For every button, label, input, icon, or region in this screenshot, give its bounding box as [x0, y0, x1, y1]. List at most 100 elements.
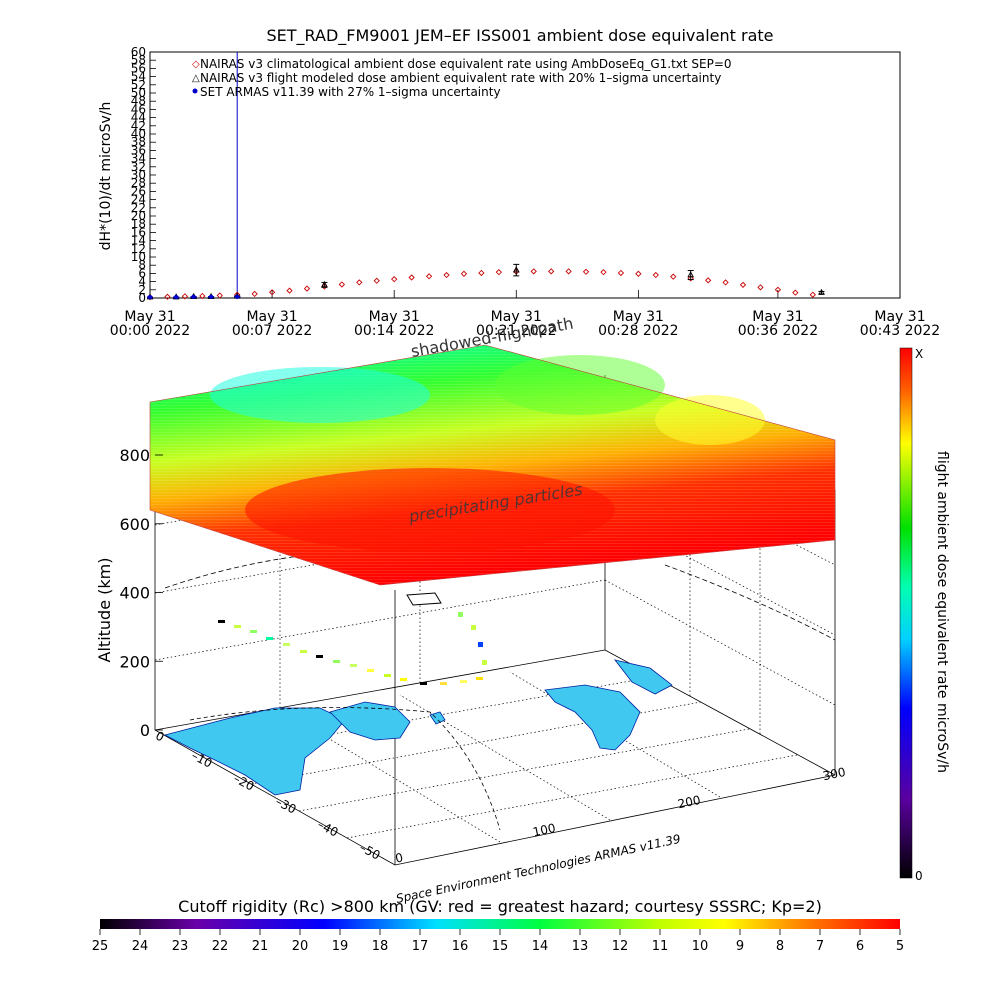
data-point-diamond — [356, 279, 363, 286]
x-tick-time: 00:21 2022 — [476, 323, 556, 339]
y-tick-label: 22 — [131, 201, 146, 215]
y-tick-label: 40 — [131, 127, 146, 141]
x-tick-time: 00:43 2022 — [860, 323, 940, 339]
data-point-diamond — [652, 271, 659, 279]
data-point-diamond — [391, 276, 398, 283]
y-tick-3d-label: –50 — [357, 840, 382, 862]
y-tick-label: 46 — [131, 102, 146, 116]
legend-marker-dot — [192, 88, 198, 94]
y-ticks: 0246810121416182022242628303234363840424… — [131, 45, 156, 305]
rigidity-tick-label: 9 — [736, 939, 744, 954]
data-point-dot — [235, 294, 240, 299]
x-tick-time: 00:00 2022 — [110, 323, 190, 339]
y-tick-label: 4 — [138, 275, 146, 289]
rigidity-colorbar: Cutoff rigidity (Rc) >800 km (GV: red = … — [92, 897, 904, 954]
altitude-tick-label: 400 — [119, 584, 150, 603]
y-tick-3d-label: –40 — [315, 817, 340, 839]
y-tick-label: 2 — [138, 283, 146, 297]
y-tick-label: 44 — [131, 111, 146, 125]
data-point-diamond — [530, 268, 537, 275]
data-point-diamond — [600, 269, 607, 276]
y-tick-label: 12 — [131, 242, 146, 256]
rigidity-tick-label: 7 — [816, 939, 824, 954]
data-point-triangle — [321, 280, 328, 288]
rigidity-strip — [100, 919, 900, 929]
legend-marker-triangle: △ — [192, 73, 200, 84]
y-tick-label: 56 — [131, 61, 146, 75]
series-group — [146, 52, 825, 301]
y-tick-label: 10 — [131, 250, 146, 264]
x-tick-date: May 31 — [874, 309, 925, 325]
y-tick-label: 32 — [131, 160, 146, 174]
x-tick-3d-label: 300 — [822, 765, 847, 783]
flight-3d-view: shadowed-flightpath precipitating partic… — [95, 314, 847, 906]
altitude-tick-label: 0 — [140, 721, 150, 740]
data-point-diamond — [181, 293, 189, 300]
data-point-diamond — [338, 281, 345, 288]
y-tick-label: 24 — [131, 193, 146, 207]
altitude-ticks: 0 200 400 600 800 — [119, 446, 163, 740]
x-tick-date: May 31 — [752, 309, 803, 325]
rigidity-tick-label: 6 — [856, 939, 864, 954]
y-tick-label: 54 — [131, 70, 146, 84]
y-tick-label: 26 — [131, 184, 146, 198]
flight-path — [218, 612, 487, 685]
data-point-dot — [173, 294, 179, 300]
data-point-diamond — [216, 292, 223, 299]
data-point-diamond — [303, 285, 311, 292]
data-point-diamond — [286, 287, 293, 294]
data-point-diamond — [705, 277, 712, 284]
rigidity-tick-label: 22 — [212, 939, 229, 954]
data-point-diamond — [548, 268, 555, 275]
data-point-diamond — [635, 270, 642, 277]
rigidity-tick-label: 12 — [612, 939, 629, 954]
rigidity-tick-label: 15 — [492, 939, 509, 954]
rigidity-tick-label: 23 — [172, 939, 189, 954]
x-tick-3d-label: 0 — [394, 850, 404, 865]
data-point-diamond — [670, 273, 677, 280]
y-tick-label: 60 — [131, 45, 146, 59]
altitude-tick-label: 600 — [119, 515, 150, 534]
data-point-diamond — [582, 268, 590, 275]
data-point-diamond — [495, 269, 502, 276]
rigidity-tick-label: 14 — [532, 939, 549, 954]
rigidity-title: Cutoff rigidity (Rc) >800 km (GV: red = … — [178, 897, 822, 916]
data-point-diamond — [460, 270, 468, 277]
data-point-diamond — [478, 269, 485, 277]
radiation-surface — [149, 344, 836, 586]
legend-entry-3: SET ARMAS v11.39 with 27% 1–sigma uncert… — [200, 85, 501, 99]
rigidity-tick-label: 20 — [292, 939, 309, 954]
rigidity-tick-label: 11 — [652, 939, 669, 954]
y-axis-label: dH*(10)/dt microSv/h — [98, 102, 114, 251]
legend-entry-2: NAIRAS v3 flight modeled dose ambient eq… — [200, 71, 721, 85]
x-tick-date: May 31 — [124, 309, 175, 325]
data-point-diamond — [199, 292, 206, 300]
legend: ◇ NAIRAS v3 climatological ambient dose … — [192, 57, 732, 99]
y-tick-label: 8 — [138, 258, 146, 272]
rigidity-tick-label: 10 — [692, 939, 709, 954]
rigidity-tick-label: 25 — [92, 939, 109, 954]
data-point-diamond — [792, 289, 799, 296]
data-point-diamond — [373, 277, 380, 284]
x-tick-time: 00:28 2022 — [598, 323, 678, 339]
x-tick-date: May 31 — [491, 309, 542, 325]
data-point-diamond — [565, 268, 572, 275]
x-tick-date: May 31 — [369, 309, 420, 325]
continents — [163, 659, 673, 796]
data-point-diamond — [722, 279, 729, 286]
y-tick-label: 16 — [131, 225, 146, 239]
rigidity-tick-label: 13 — [572, 939, 589, 954]
x-tick-date: May 31 — [613, 309, 664, 325]
x-tick-time: 00:36 2022 — [738, 323, 818, 339]
timeseries-plot: SET_RAD_FM9001 JEM–EF ISS001 ambient dos… — [98, 26, 940, 339]
rigidity-tick-label: 18 — [372, 939, 389, 954]
rigidity-tick-label: 17 — [412, 939, 429, 954]
y-tick-label: 30 — [131, 168, 146, 182]
rigidity-tick-label: 19 — [332, 939, 349, 954]
plot-title: SET_RAD_FM9001 JEM–EF ISS001 ambient dos… — [267, 26, 774, 46]
data-point-dot — [208, 294, 214, 299]
y-tick-label: 58 — [131, 53, 146, 67]
data-point-dot — [191, 294, 196, 299]
